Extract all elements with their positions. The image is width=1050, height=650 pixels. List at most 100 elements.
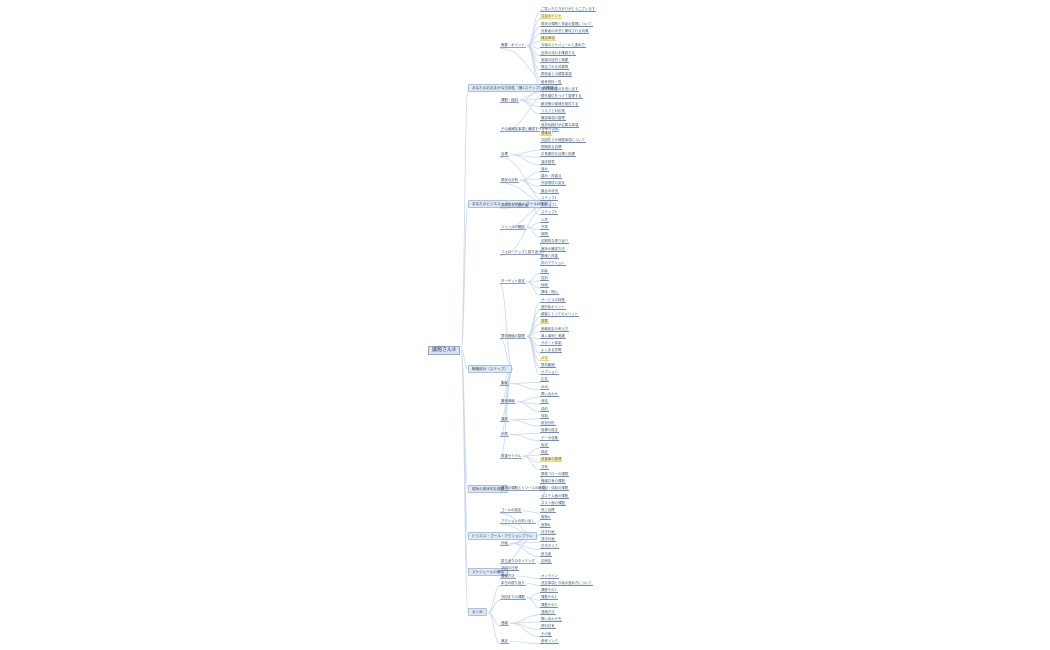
leaf-topic[interactable]: 課題その3 xyxy=(540,602,558,608)
leaf-topic[interactable]: メモ xyxy=(540,355,549,361)
leaf-topic[interactable]: 中長期的な目標と指標 xyxy=(540,152,576,158)
leaf-topic[interactable]: 成約 xyxy=(540,406,549,412)
leaf-topic[interactable]: SNS xyxy=(540,384,549,390)
leaf-topic[interactable]: 関係者との調整事項 xyxy=(540,72,573,78)
main-topic[interactable]: 戦略設計（ステップ） xyxy=(468,365,512,374)
leaf-topic[interactable]: 導入事例と実績 xyxy=(540,333,566,339)
main-topic[interactable]: ビジネス・ゴール・アクションプラン xyxy=(468,532,537,541)
leaf-topic[interactable]: 定期的な振り返り xyxy=(540,239,570,245)
leaf-topic[interactable]: 次回までの宿題事項について xyxy=(540,137,586,143)
leaf-topic[interactable]: 差別化ポイント xyxy=(540,304,566,310)
leaf-topic[interactable]: 進捗の確認方法 xyxy=(540,246,566,252)
leaf-topic[interactable]: 解決策の候補を検討する xyxy=(540,101,580,107)
leaf-topic[interactable]: 性別 xyxy=(540,275,549,281)
leaf-topic[interactable]: 指標の設定 xyxy=(540,428,559,434)
subtopic[interactable]: アクションの洗い出し xyxy=(500,519,536,525)
leaf-topic[interactable]: 競合の状況 xyxy=(540,188,559,194)
leaf-topic[interactable]: 時間 xyxy=(540,232,549,238)
leaf-topic[interactable]: 追加の検討が必要な事項 xyxy=(540,123,580,129)
leaf-topic[interactable]: 仮説 xyxy=(540,442,549,448)
subtopic[interactable]: 集客 xyxy=(500,381,509,387)
subtopic[interactable]: 運用 xyxy=(500,417,509,423)
leaf-topic[interactable]: 全体の流れを確認する xyxy=(540,50,576,56)
leaf-topic[interactable]: 決定事項と今後の進め方について xyxy=(540,580,593,586)
leaf-topic[interactable]: 価格設定の考え方 xyxy=(540,326,570,332)
subtopic[interactable]: 現状の課題とリソースの確認 xyxy=(500,486,546,492)
subtopic[interactable]: リソースの確認 xyxy=(500,224,526,230)
leaf-topic[interactable]: ご覧いただきありがとうございます xyxy=(540,7,597,13)
leaf-topic[interactable]: 広告 xyxy=(540,377,549,383)
leaf-topic[interactable]: 現状の課題と背景の整理について xyxy=(540,21,593,27)
leaf-topic[interactable]: 想定される成果物 xyxy=(540,65,570,71)
leaf-topic[interactable]: 共有 xyxy=(540,464,549,470)
leaf-topic[interactable]: 月次計画 xyxy=(540,529,556,535)
leaf-topic[interactable]: 担当者 xyxy=(540,551,553,557)
leaf-topic[interactable]: 日次タスク xyxy=(540,544,559,550)
leaf-topic[interactable]: 参考資料一覧 xyxy=(540,79,563,85)
leaf-topic[interactable]: ステップ3 xyxy=(540,210,558,216)
subtopic[interactable]: 改善サイクル xyxy=(500,453,523,459)
leaf-topic[interactable]: その他 xyxy=(540,631,553,637)
leaf-topic[interactable]: 人材・体制の課題 xyxy=(540,486,570,492)
leaf-topic[interactable]: データ収集 xyxy=(540,435,559,441)
subtopic[interactable]: 次回までの課題 xyxy=(500,595,526,601)
subtopic[interactable]: 計測 xyxy=(500,431,509,437)
subtopic[interactable]: 販売導線 xyxy=(500,399,516,405)
subtopic[interactable]: 提供価値の整理 xyxy=(500,333,526,339)
leaf-topic[interactable]: 課題その1 xyxy=(540,588,558,594)
leaf-topic[interactable]: 外部環境の変化 xyxy=(540,181,566,187)
leaf-topic[interactable]: リスクと対応策 xyxy=(540,108,566,114)
leaf-topic[interactable]: 週次計画 xyxy=(540,537,556,543)
subtopic[interactable]: 目標 xyxy=(500,152,509,158)
leaf-topic[interactable]: 興味・関心 xyxy=(540,290,559,296)
leaf-topic[interactable]: 施策B xyxy=(540,522,552,528)
leaf-topic[interactable]: 顧客にとってのメリット xyxy=(540,312,580,318)
main-topic[interactable]: あなたのおおまかな方向性（第1ステップ）の確認 xyxy=(468,83,558,92)
leaf-topic[interactable]: 定例会 xyxy=(540,558,553,564)
subtopic[interactable]: 具体的な行動計画 xyxy=(500,203,530,209)
subtopic[interactable]: 振り返りのタイミング xyxy=(500,558,536,564)
leaf-topic[interactable]: 商談 xyxy=(540,399,549,405)
main-topic[interactable]: まとめ xyxy=(468,608,487,617)
leaf-topic[interactable]: 売上目標 xyxy=(540,508,556,514)
leaf-topic[interactable]: 弱み・改善点 xyxy=(540,174,563,180)
leaf-topic[interactable]: 強み xyxy=(540,166,549,172)
subtopic[interactable]: 課題・検討 xyxy=(500,97,519,103)
leaf-topic[interactable]: 重要 xyxy=(540,319,549,325)
leaf-topic[interactable]: 補足事項 xyxy=(540,36,556,42)
leaf-topic[interactable]: 要確認 xyxy=(540,130,553,136)
leaf-topic[interactable]: 短期的な目標 xyxy=(540,145,563,151)
leaf-topic[interactable]: 現在の問題点を洗い出す xyxy=(540,87,580,92)
leaf-topic[interactable]: 施策A xyxy=(540,515,552,521)
leaf-topic[interactable]: 連絡方法 xyxy=(540,609,556,615)
subtopic[interactable]: 現状の分析 xyxy=(500,177,519,183)
leaf-topic[interactable]: 次回の日程 xyxy=(500,566,519,572)
subtopic[interactable]: 本日の振り返り xyxy=(500,580,526,586)
subtopic[interactable]: 連絡 xyxy=(500,620,509,626)
leaf-topic[interactable]: 役割分担 xyxy=(540,421,556,427)
subtopic[interactable]: その他補足事項と確認すべきポイント xyxy=(500,126,560,132)
leaf-topic[interactable]: 問い合わせ xyxy=(540,391,559,397)
leaf-topic[interactable]: 予算 xyxy=(540,224,549,230)
leaf-topic[interactable]: コスト面の課題 xyxy=(540,500,566,506)
leaf-topic[interactable]: 情報共有の課題 xyxy=(540,479,566,485)
leaf-topic[interactable]: 参考リンク xyxy=(540,638,559,644)
leaf-topic[interactable]: 次のアクション xyxy=(540,261,566,267)
main-topic[interactable]: スケジュールの確認 xyxy=(468,568,509,577)
leaf-topic[interactable]: 注目ポイント xyxy=(540,14,563,20)
leaf-topic[interactable]: よくある質問 xyxy=(540,348,563,354)
subtopic[interactable]: 計画 xyxy=(500,540,509,546)
leaf-topic[interactable]: 人員 xyxy=(540,217,549,223)
root-topic[interactable]: 議題さん② xyxy=(428,345,461,355)
leaf-topic[interactable]: 確認事項の整理 xyxy=(540,116,566,122)
leaf-topic[interactable]: 体制 xyxy=(540,413,549,419)
leaf-topic[interactable]: 達成基準 xyxy=(540,159,556,165)
leaf-topic[interactable]: 資料共有 xyxy=(540,624,556,630)
leaf-topic[interactable]: 優先順位をつけて整理する xyxy=(540,94,583,100)
leaf-topic[interactable]: サービスの特徴 xyxy=(540,297,566,303)
leaf-topic[interactable]: ステップ2 xyxy=(540,203,558,209)
leaf-topic[interactable]: 課題その2 xyxy=(540,595,558,601)
main-topic[interactable]: 現状の具体的な課題 xyxy=(468,484,509,493)
leaf-topic[interactable]: 問い合わせ先 xyxy=(540,617,563,623)
leaf-topic[interactable]: 評価と改善 xyxy=(540,254,559,260)
